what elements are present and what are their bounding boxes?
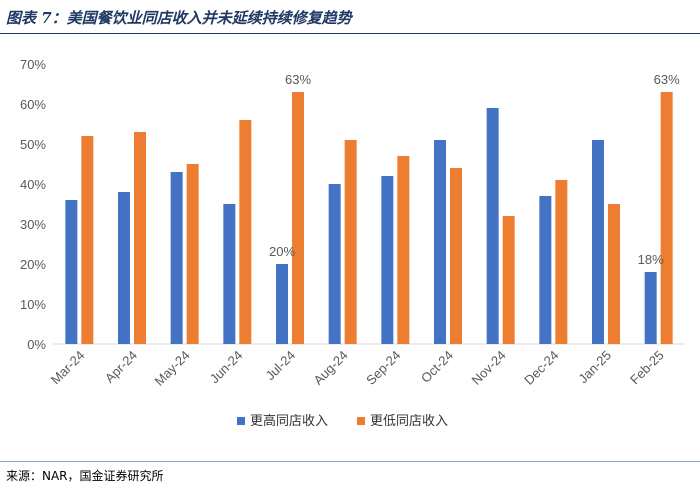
x-tick-label: Dec-24 — [521, 348, 561, 388]
bar-series-2 — [608, 204, 620, 344]
title-divider — [0, 33, 700, 34]
legend-label-series-1: 更高同店收入 — [250, 413, 328, 429]
x-tick-label: Jun-24 — [207, 348, 246, 387]
x-tick-label: May-24 — [152, 348, 193, 389]
legend-label-series-2: 更低同店收入 — [370, 414, 448, 429]
bar-series-1 — [486, 108, 499, 344]
bar-series-1 — [381, 176, 394, 344]
y-tick-label: 70% — [20, 57, 46, 72]
y-tick-label: 60% — [20, 97, 46, 112]
x-tick-label: Jan-25 — [575, 348, 614, 387]
y-tick-label: 10% — [20, 297, 46, 312]
x-tick-label: Sep-24 — [363, 348, 403, 388]
bar-series-1 — [118, 192, 130, 344]
y-tick-label: 40% — [20, 177, 46, 192]
legend-swatch-series-1 — [237, 417, 245, 425]
bar-series-1 — [592, 140, 604, 344]
y-tick-label: 50% — [20, 137, 46, 152]
bar-series-2 — [660, 92, 673, 344]
data-label: 18% — [638, 252, 664, 267]
bar-series-1 — [434, 140, 446, 344]
data-label: 63% — [654, 72, 680, 87]
x-tick-label: Feb-25 — [627, 348, 667, 388]
bar-series-2 — [239, 120, 252, 344]
x-tick-label: Oct-24 — [418, 348, 456, 386]
y-tick-label: 0% — [27, 337, 46, 352]
bar-series-2 — [344, 140, 357, 344]
bar-series-2 — [502, 216, 515, 344]
x-tick-label: Jul-24 — [262, 348, 298, 384]
bar-series-2 — [81, 136, 94, 344]
x-tick-label: Apr-24 — [102, 348, 140, 386]
source-note: 来源：NAR，国金证券研究所 — [6, 469, 164, 483]
bar-series-1 — [539, 196, 552, 344]
bar-series-1 — [65, 200, 78, 344]
legend-swatch-series-2 — [357, 417, 365, 425]
bar-series-1 — [328, 184, 341, 344]
bar-series-2 — [292, 92, 304, 344]
x-tick-label: Mar-24 — [48, 348, 88, 388]
bar-series-2 — [397, 156, 410, 344]
chart-title: 图表 7：美国餐饮业同店收入并未延续持续修复趋势 — [6, 9, 352, 27]
x-tick-label: Aug-24 — [311, 348, 351, 388]
legend: 更高同店收入 更低同店收入 — [237, 413, 448, 429]
bar-series-2 — [186, 164, 199, 344]
bar-series-2 — [450, 168, 462, 344]
bar-series-1 — [223, 204, 236, 344]
bar-series-1 — [644, 272, 657, 344]
bar-series-2 — [134, 132, 146, 344]
data-label: 20% — [269, 244, 295, 259]
x-tick-label: Nov-24 — [469, 348, 509, 388]
y-tick-label: 20% — [20, 257, 46, 272]
bar-series-2 — [555, 180, 568, 344]
footer-divider — [0, 461, 700, 462]
data-label: 63% — [285, 72, 311, 87]
bar-series-1 — [276, 264, 288, 344]
y-tick-label: 30% — [20, 217, 46, 232]
bar-series-1 — [170, 172, 183, 344]
